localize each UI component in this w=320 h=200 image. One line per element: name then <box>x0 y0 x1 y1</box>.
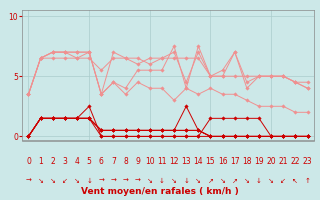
Text: ↗: ↗ <box>232 178 238 184</box>
Text: 9: 9 <box>135 156 140 166</box>
Text: 18: 18 <box>242 156 252 166</box>
Text: ↙: ↙ <box>62 178 68 184</box>
Text: ↓: ↓ <box>86 178 92 184</box>
Text: 16: 16 <box>218 156 228 166</box>
Text: ↖: ↖ <box>292 178 298 184</box>
Text: 23: 23 <box>303 156 312 166</box>
Text: 10: 10 <box>145 156 155 166</box>
Text: 15: 15 <box>206 156 215 166</box>
Text: →: → <box>110 178 116 184</box>
Text: 21: 21 <box>278 156 288 166</box>
Text: 4: 4 <box>75 156 79 166</box>
Text: ↑: ↑ <box>305 178 310 184</box>
Text: 8: 8 <box>123 156 128 166</box>
Text: ↘: ↘ <box>74 178 80 184</box>
Text: ↙: ↙ <box>280 178 286 184</box>
Text: 11: 11 <box>157 156 167 166</box>
Text: →: → <box>26 178 31 184</box>
Text: →: → <box>98 178 104 184</box>
Text: ↘: ↘ <box>196 178 201 184</box>
Text: 5: 5 <box>87 156 92 166</box>
Text: ↓: ↓ <box>183 178 189 184</box>
Text: 1: 1 <box>38 156 43 166</box>
Text: 7: 7 <box>111 156 116 166</box>
Text: →: → <box>123 178 128 184</box>
Text: 0: 0 <box>26 156 31 166</box>
Text: →: → <box>135 178 140 184</box>
Text: 17: 17 <box>230 156 240 166</box>
Text: 14: 14 <box>194 156 203 166</box>
Text: ↗: ↗ <box>208 178 213 184</box>
Text: ↓: ↓ <box>159 178 165 184</box>
Text: ↘: ↘ <box>38 178 44 184</box>
Text: ↓: ↓ <box>256 178 262 184</box>
Text: 13: 13 <box>181 156 191 166</box>
Text: ↘: ↘ <box>268 178 274 184</box>
Text: 3: 3 <box>62 156 67 166</box>
Text: ↘: ↘ <box>171 178 177 184</box>
Text: ↘: ↘ <box>244 178 250 184</box>
Text: 19: 19 <box>254 156 264 166</box>
Text: 2: 2 <box>50 156 55 166</box>
Text: ↘: ↘ <box>147 178 153 184</box>
Text: 6: 6 <box>99 156 104 166</box>
Text: 22: 22 <box>291 156 300 166</box>
Text: ↘: ↘ <box>50 178 56 184</box>
Text: 12: 12 <box>169 156 179 166</box>
Text: ↘: ↘ <box>220 178 226 184</box>
Text: 20: 20 <box>266 156 276 166</box>
Text: Vent moyen/en rafales ( km/h ): Vent moyen/en rafales ( km/h ) <box>81 187 239 196</box>
